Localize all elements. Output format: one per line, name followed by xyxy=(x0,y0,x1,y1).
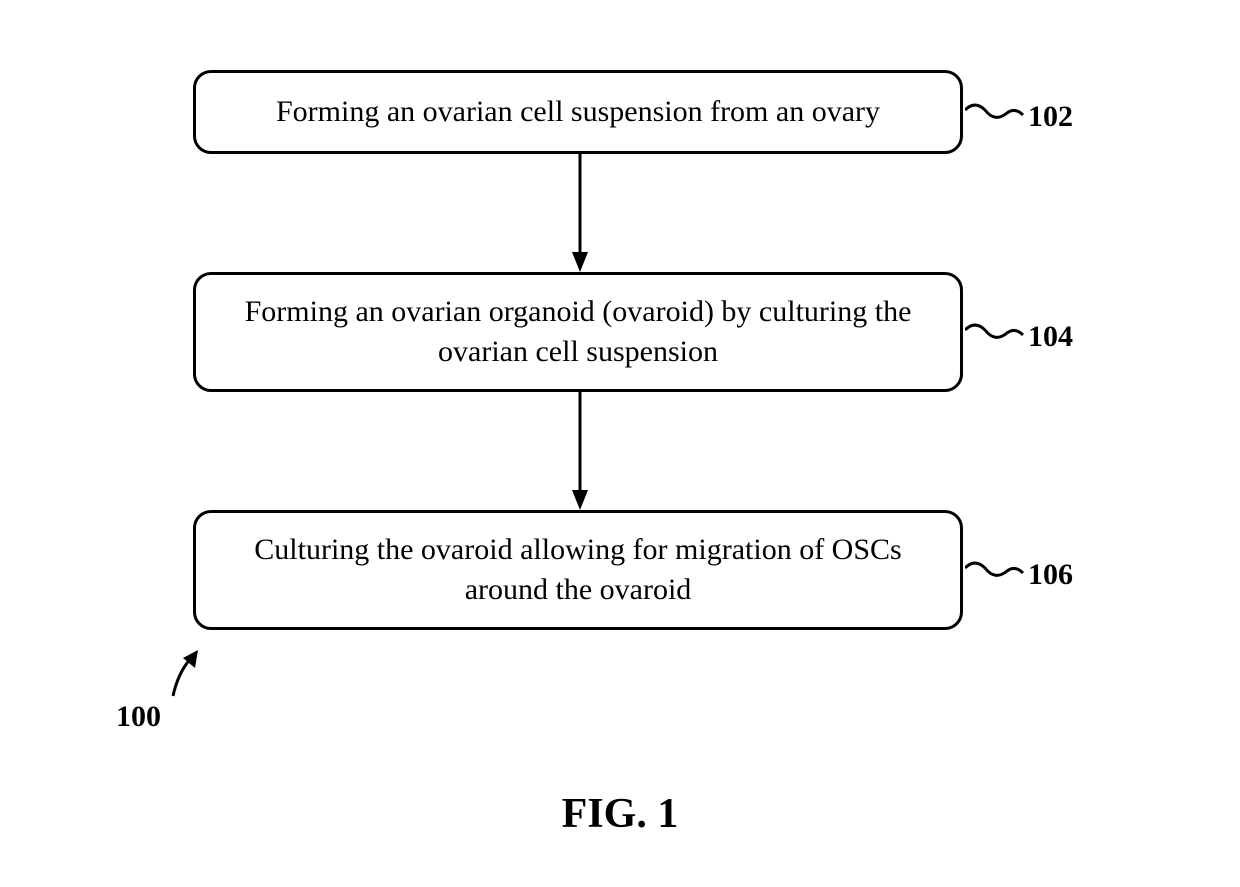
squiggle-connector-106 xyxy=(965,553,1025,593)
node-104-label: 104 xyxy=(1028,320,1073,354)
node-102-label: 102 xyxy=(1028,100,1073,134)
flowchart-container: Forming an ovarian cell suspension from … xyxy=(0,0,1240,887)
reference-number-label: 100 xyxy=(116,700,161,734)
arrow-102-to-104 xyxy=(570,154,590,272)
squiggle-connector-102 xyxy=(965,95,1025,135)
squiggle-connector-104 xyxy=(965,315,1025,355)
node-102-text: Forming an ovarian cell suspension from … xyxy=(276,92,880,133)
flowchart-node-104: Forming an ovarian organoid (ovaroid) by… xyxy=(193,272,963,392)
node-106-label: 106 xyxy=(1028,558,1073,592)
node-104-text: Forming an ovarian organoid (ovaroid) by… xyxy=(226,292,930,373)
arrow-104-to-106 xyxy=(570,392,590,510)
figure-label: FIG. 1 xyxy=(562,790,679,838)
node-106-text: Culturing the ovaroid allowing for migra… xyxy=(226,530,930,611)
reference-arrow-icon xyxy=(165,648,205,698)
flowchart-node-106: Culturing the ovaroid allowing for migra… xyxy=(193,510,963,630)
flowchart-node-102: Forming an ovarian cell suspension from … xyxy=(193,70,963,154)
